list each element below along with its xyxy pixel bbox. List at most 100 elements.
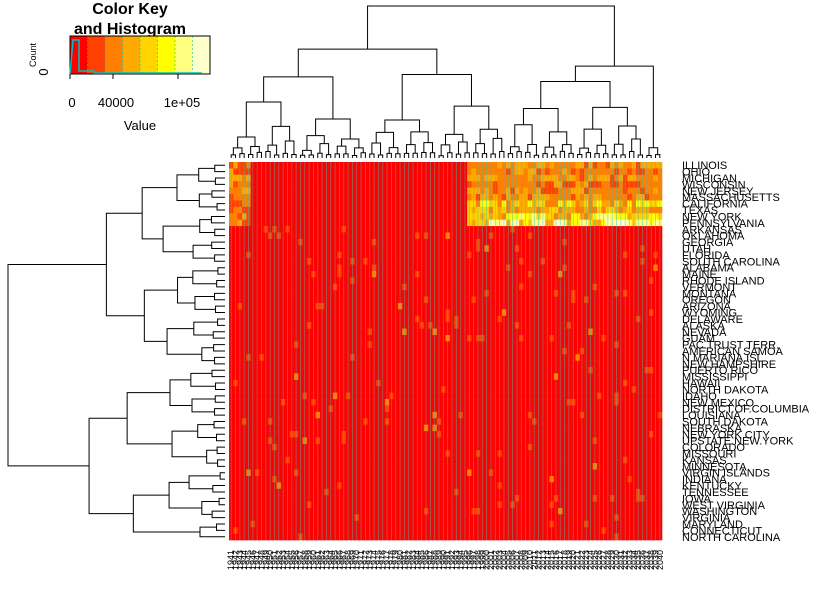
color-key-swatch [122, 36, 141, 74]
color-key-x-tick-1: 40000 [98, 95, 134, 110]
column-dendrogram-branch [447, 152, 453, 158]
column-dendrogram-branch [306, 135, 325, 151]
row-dendrogram-branch [214, 228, 225, 237]
row-dendrogram-branch [217, 267, 225, 275]
column-dendrogram-branch [377, 154, 384, 158]
row-dendrogram-branch [210, 215, 225, 224]
row-dendrogram-branch [190, 372, 216, 387]
column-dendrogram-branch [542, 153, 548, 158]
row-dendrogram-branch [199, 219, 215, 233]
column-dendrogram-branch [611, 154, 618, 158]
row-dendrogram-branch [177, 276, 195, 304]
row-dendrogram-branch [217, 459, 225, 467]
column-dendrogram-branch [371, 142, 382, 155]
column-dendrogram-branch [455, 153, 462, 158]
column-dendrogram-branch [457, 141, 468, 155]
heatmap-cells [229, 162, 663, 541]
column-dendrogram-branch [464, 152, 470, 158]
column-dendrogram-branch [267, 144, 278, 156]
column-dendrogram-branch [613, 143, 624, 155]
column-dendrogram [230, 5, 661, 158]
column-dendrogram-branch [475, 143, 485, 154]
row-dendrogram-branch [216, 523, 225, 531]
column-dendrogram-branch [410, 131, 429, 145]
column-dendrogram-branch [509, 146, 520, 154]
row-dendrogram-branch [193, 321, 218, 336]
column-dendrogram-branch [406, 144, 416, 154]
row-dendrogram-branch [211, 369, 225, 378]
row-dendrogram [7, 164, 225, 538]
column-dendrogram-branch [256, 151, 262, 158]
row-dendrogram-branch [166, 328, 202, 355]
column-dendrogram-branch [360, 152, 366, 158]
row-dendrogram-branch [214, 292, 225, 301]
column-dendrogram-branch [631, 138, 641, 156]
column-dendrogram-branch [579, 147, 589, 155]
row-dendrogram-branch [217, 318, 225, 326]
column-dendrogram-branch [271, 125, 291, 146]
column-dendrogram-branch [336, 145, 347, 154]
row-dendrogram-branch [206, 449, 218, 464]
column-dendrogram-branch [479, 128, 498, 144]
column-dendrogram-branch [603, 153, 609, 158]
column-dendrogram-branch [481, 153, 488, 158]
column-dendrogram-branch [423, 142, 434, 153]
color-key-histogram [69, 39, 202, 75]
color-key-x-label: Value [124, 118, 156, 133]
column-dendrogram-branch [325, 154, 332, 158]
column-dendrogram-branch [453, 105, 490, 135]
row-dendrogram-branch [214, 254, 225, 262]
column-dendrogram-branch [559, 150, 566, 158]
row-dendrogram-branch [198, 167, 216, 182]
column-dendrogram-branch [247, 153, 254, 158]
column-dendrogram-branch [273, 154, 280, 158]
row-dendrogram-branch [105, 212, 145, 317]
column-dendrogram-branch [473, 152, 479, 158]
column-dendrogram-branch [284, 140, 295, 155]
column-dendrogram-branch [299, 154, 306, 158]
row-dendrogram-branch [197, 424, 217, 438]
row-dendrogram-branch [214, 395, 225, 403]
color-key-frame [69, 35, 211, 75]
column-dendrogram-branch [499, 150, 505, 158]
column-dendrogram-branch [334, 153, 340, 158]
row-dendrogram-branch [201, 501, 220, 515]
color-key-swatch [105, 36, 123, 74]
row-dendrogram-branch [143, 289, 178, 342]
row-dendrogram-branch [215, 382, 225, 390]
column-dendrogram-branch [655, 154, 661, 158]
column-dendrogram-branch [429, 152, 436, 158]
column-dendrogram-branch [525, 151, 531, 158]
column-dendrogram-branch [648, 147, 659, 156]
row-dendrogram-branch [216, 203, 225, 211]
row-dendrogram-branch [214, 177, 225, 185]
row-dendrogram-branch [194, 296, 216, 310]
row-dendrogram-branch [162, 225, 200, 253]
column-dendrogram-branch [395, 153, 401, 158]
column-dendrogram-branch [629, 150, 635, 158]
column-dendrogram-branch [401, 73, 472, 121]
column-dendrogram-branch [618, 125, 637, 145]
row-dendrogram-branch [214, 356, 225, 365]
column-dendrogram-branch [367, 5, 615, 67]
column-dendrogram-branch [282, 152, 288, 158]
row-dendrogram-branch [171, 430, 207, 458]
column-dendrogram-branch [375, 131, 395, 148]
row-dendrogram-branch [214, 164, 225, 173]
row-dendrogram-branch [126, 392, 173, 445]
row-dendrogram-branch [176, 174, 200, 201]
column-dendrogram-branch [245, 101, 282, 137]
column-dendrogram-branch [319, 143, 330, 155]
column-dendrogram-branch [574, 65, 654, 148]
row-dendrogram-branch [212, 331, 225, 339]
column-dendrogram-branch [315, 118, 351, 140]
row-dendrogram-branch [132, 494, 201, 533]
column-dendrogram-branch [568, 152, 574, 158]
column-dendrogram-branch [386, 152, 392, 158]
row-dendrogram-branch [192, 270, 218, 285]
row-dendrogram-branch [141, 187, 177, 240]
color-key-gradient [70, 36, 211, 74]
row-dendrogram-branch [213, 344, 225, 352]
color-key-y-label: Count [28, 43, 38, 68]
color-key-x-tick-0: 0 [68, 95, 75, 110]
